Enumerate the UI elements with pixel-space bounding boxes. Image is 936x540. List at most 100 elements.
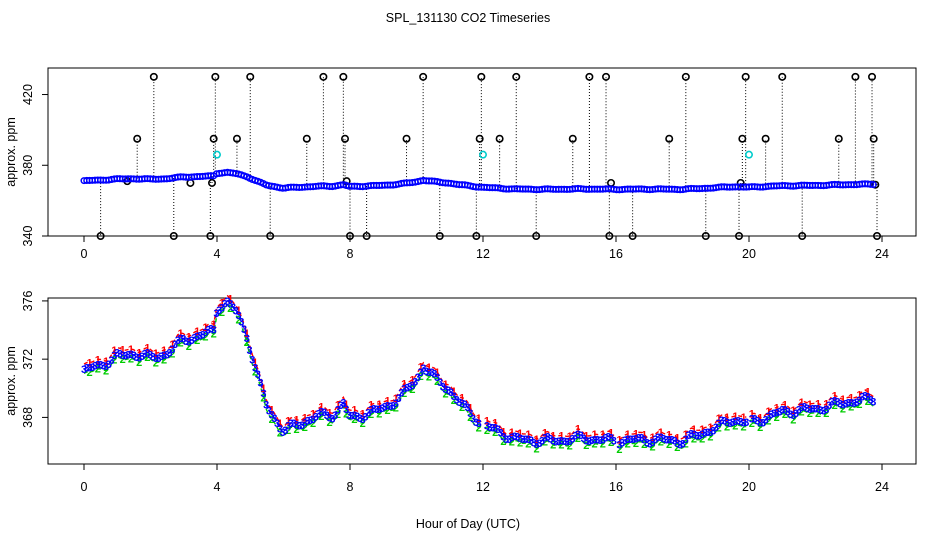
series-marker-3: 3: [774, 408, 780, 420]
series-marker-3: 3: [718, 415, 724, 427]
series-marker-3: 3: [787, 409, 793, 421]
series-marker-1: 1: [699, 424, 705, 436]
series-marker-3: 3: [677, 439, 683, 451]
series-marker-3: 3: [244, 333, 250, 345]
series-marker-1: 1: [194, 326, 200, 338]
series-marker-1: 1: [600, 429, 606, 441]
series-marker-1: 1: [542, 427, 548, 439]
series-marker-2: 2: [202, 332, 208, 344]
series-marker-1: 1: [426, 362, 432, 374]
spike-point: [738, 134, 747, 143]
series-marker-3: 3: [727, 418, 733, 430]
series-marker-2: 2: [674, 442, 680, 454]
series-marker-2: 2: [815, 408, 821, 420]
spike-point: [319, 72, 328, 81]
series-marker-2: 2: [716, 422, 722, 434]
series-marker-3: 3: [89, 362, 95, 374]
series-marker-1: 1: [310, 409, 316, 421]
series-marker-3: 3: [528, 435, 534, 447]
series-marker-3: 3: [694, 430, 700, 442]
series-marker-3: 3: [235, 310, 241, 322]
series-marker-3: 3: [258, 377, 264, 389]
series-marker-3: 3: [807, 404, 813, 416]
series-marker-3: 3: [591, 434, 597, 446]
series-line-3: [619, 419, 747, 446]
spike-point: [266, 232, 275, 241]
spike-point: [512, 72, 521, 81]
series-marker-3: 3: [393, 398, 399, 410]
series-marker-3: 3: [197, 331, 203, 343]
series-marker-3: 3: [161, 350, 167, 362]
series-marker-3: 3: [663, 435, 669, 447]
series-marker-3: 3: [721, 415, 727, 427]
series-marker-2: 2: [600, 439, 606, 451]
series-marker-3: 3: [92, 361, 98, 373]
spike-point: [701, 232, 710, 241]
series-marker-1: 1: [591, 429, 597, 441]
series-marker-3: 3: [638, 433, 644, 445]
top-x-tick-label: 24: [875, 247, 889, 261]
series-marker-3: 3: [558, 435, 564, 447]
x-axis-label: Hour of Day (UTC): [416, 517, 520, 531]
series-marker-3: 3: [674, 438, 680, 450]
series-marker-3: 3: [586, 436, 592, 448]
series-marker-3: 3: [495, 424, 501, 436]
series-marker-2: 2: [269, 414, 275, 426]
spike-point: [96, 232, 105, 241]
cyan-point: [744, 150, 753, 159]
series-marker-3: 3: [765, 411, 771, 423]
spike-point: [341, 134, 350, 143]
series-marker-1: 1: [815, 398, 821, 410]
series-marker-3: 3: [550, 435, 556, 447]
series-marker-3: 3: [696, 430, 702, 442]
series-marker-1: 1: [567, 431, 573, 443]
series-marker-3: 3: [870, 397, 876, 409]
series-marker-1: 1: [741, 412, 747, 424]
series-marker-3: 3: [233, 306, 239, 318]
series-marker-1: 1: [616, 434, 622, 446]
series-marker-3: 3: [396, 393, 402, 405]
spike-point: [495, 134, 504, 143]
series-marker-3: 3: [616, 440, 622, 452]
series-marker-3: 3: [351, 410, 357, 422]
series-marker-3: 3: [125, 350, 131, 362]
spike-point: [345, 232, 354, 241]
series-marker-2: 2: [277, 428, 283, 440]
co2-point: [869, 181, 877, 189]
series-marker-3: 3: [343, 404, 349, 416]
series-marker-2: 2: [741, 422, 747, 434]
series-marker-3: 3: [166, 348, 172, 360]
series-marker-2: 2: [865, 396, 871, 408]
series-marker-3: 3: [757, 418, 763, 430]
series-marker-3: 3: [511, 431, 517, 443]
series-marker-3: 3: [832, 395, 838, 407]
series-marker-1: 1: [558, 430, 564, 442]
series-marker-3: 3: [302, 418, 308, 430]
series-marker-2: 2: [732, 420, 738, 432]
spike-point: [477, 72, 486, 81]
series-marker-3: 3: [655, 432, 661, 444]
series-marker-2: 2: [442, 388, 448, 400]
spike-point: [798, 232, 807, 241]
series-marker-3: 3: [205, 325, 211, 337]
series-marker-3: 3: [843, 398, 849, 410]
series-marker-3: 3: [732, 416, 738, 428]
series-marker-1: 1: [765, 406, 771, 418]
series-marker-2: 2: [641, 439, 647, 451]
series-marker-2: 2: [136, 357, 142, 369]
series-marker-3: 3: [431, 368, 437, 380]
series-marker-2: 2: [161, 354, 167, 366]
series-marker-1: 1: [211, 319, 217, 331]
series-marker-3: 3: [335, 404, 341, 416]
series-marker-2: 2: [608, 437, 614, 449]
series-marker-2: 2: [211, 329, 217, 341]
series-marker-2: 2: [633, 438, 639, 450]
series-marker-1: 1: [285, 416, 291, 428]
series-marker-3: 3: [288, 418, 294, 430]
series-marker-3: 3: [114, 348, 120, 360]
series-marker-3: 3: [280, 427, 286, 439]
series-marker-3: 3: [296, 421, 302, 433]
series-marker-3: 3: [316, 409, 322, 421]
series-marker-1: 1: [848, 392, 854, 404]
series-marker-3: 3: [271, 413, 277, 425]
